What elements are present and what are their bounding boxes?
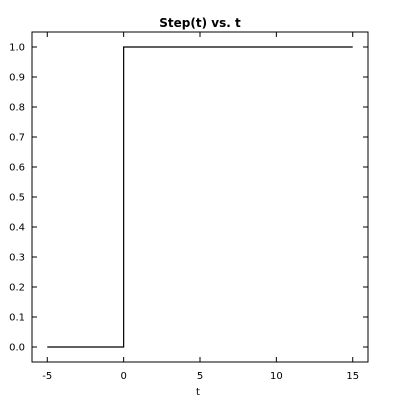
y-tick-label: 0.9 [9,73,25,84]
y-tick-label: 0.7 [9,133,25,144]
x-axis-label: t [196,387,200,398]
y-tick-label: 0.0 [9,343,25,354]
y-tick-label: 0.8 [9,103,25,114]
y-tick-label: 0.3 [9,253,25,264]
x-tick-label: 5 [197,371,203,382]
y-tick-label: 1.0 [9,43,25,54]
y-tick-label: 0.4 [9,223,25,234]
plot-frame [31,31,369,363]
x-tick-label: 15 [346,371,359,382]
x-axis-ticks: -5 0 5 10 15 [42,32,359,382]
y-axis-ticks: 0.0 0.1 0.2 0.3 0.4 0.5 0.6 0.7 0.8 0.9 1.0 [9,43,368,354]
y-tick-label: 0.1 [9,313,25,324]
y-tick-label: 0.6 [9,163,25,174]
x-tick-label: 10 [270,371,283,382]
series-layer [47,46,353,348]
chart-title: Step(t) vs. t [159,16,241,30]
step-series-line [47,46,353,348]
x-tick-label: 0 [120,371,126,382]
x-tick-label: -5 [42,371,52,382]
y-tick-label: 0.5 [9,193,25,204]
y-tick-label: 0.2 [9,283,25,294]
